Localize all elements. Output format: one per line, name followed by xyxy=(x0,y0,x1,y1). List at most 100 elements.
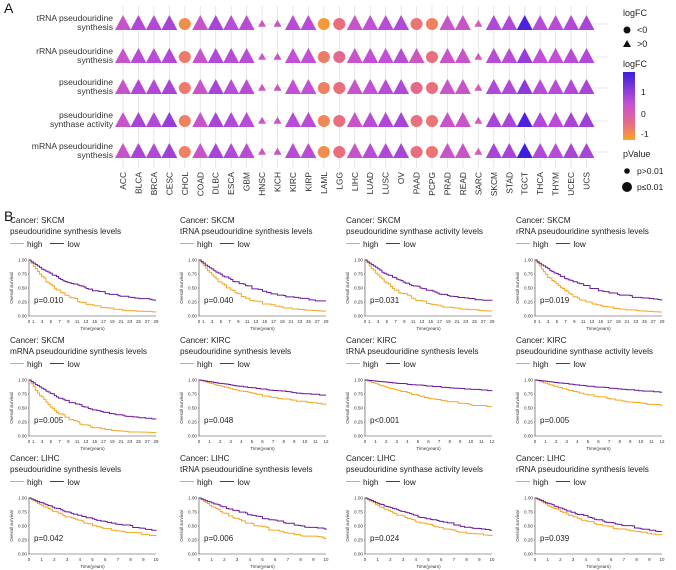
bubble-triangle xyxy=(346,79,363,94)
legend-high-label: high xyxy=(27,240,43,249)
bubble-triangle xyxy=(439,143,456,158)
km-xtick: 11 xyxy=(479,439,484,444)
bubble-triangle xyxy=(454,143,471,158)
km-legend: high low xyxy=(346,240,424,249)
legend-high-label: high xyxy=(533,240,549,249)
colorbar-tick-label: 1 xyxy=(641,87,646,97)
km-legend: high low xyxy=(10,478,88,487)
km-xtick: 9 xyxy=(67,439,70,444)
bubble-triangle xyxy=(284,48,301,63)
legend-colorbar xyxy=(623,72,635,140)
km-xtick: 0 xyxy=(364,557,367,562)
bubble-triangle xyxy=(258,116,267,124)
legend-circle-glyph xyxy=(623,26,631,34)
legend-low-swatch xyxy=(220,242,235,245)
km-xtick: 2 xyxy=(219,439,222,444)
km-xlabel: Time(years) xyxy=(586,446,611,451)
km-xtick: 25 xyxy=(136,439,141,444)
legend-size-item: p≤0.01 xyxy=(637,182,663,192)
legend-low-swatch xyxy=(556,480,571,483)
km-panel: Cancer: KIRC pseudouridine synthesis leve… xyxy=(176,336,336,456)
km-xtick: 1 xyxy=(538,319,541,324)
km-xtick: 15 xyxy=(598,319,603,324)
bubble-triangle xyxy=(501,15,518,30)
km-curve-low xyxy=(29,497,157,531)
bubble-marks xyxy=(115,15,595,158)
bubble-triangle xyxy=(501,48,518,63)
legend-high-swatch xyxy=(346,242,360,245)
km-ytick: 0.75 xyxy=(524,272,533,277)
km-xlabel: Time(years) xyxy=(586,326,611,331)
km-curve-low xyxy=(199,379,326,396)
legend-low-swatch xyxy=(50,480,65,483)
km-xtick: 8 xyxy=(129,557,132,562)
km-xtick: 2 xyxy=(389,557,392,562)
km-curve-high xyxy=(365,497,493,537)
km-cancer-title: Cancer: SKCM xyxy=(10,216,65,225)
km-xtick: 13 xyxy=(253,319,258,324)
km-ytick: 0.00 xyxy=(524,552,533,557)
bubble-triangle xyxy=(485,79,502,94)
legend-size-large xyxy=(622,182,632,192)
km-xtick: 7 xyxy=(564,319,567,324)
bubble-circle xyxy=(333,51,346,63)
column-label: KICH xyxy=(273,172,283,192)
km-xtick: 4 xyxy=(585,557,588,562)
km-xtick: 15 xyxy=(92,439,97,444)
km-xtick: 0 xyxy=(364,319,367,324)
km-xtick: 12 xyxy=(324,439,329,444)
row-label: synthesis xyxy=(77,22,113,32)
km-xtick: 1 xyxy=(546,557,549,562)
bubble-circle xyxy=(426,18,438,30)
km-ytick: 0.25 xyxy=(18,420,27,425)
bubble-triangle xyxy=(563,79,580,94)
km-signature-title: rRNA pseudouridine synthesis levels xyxy=(516,465,649,474)
bubble-triangle xyxy=(532,15,549,30)
legend-high-swatch xyxy=(180,480,194,483)
column-label: BLCA xyxy=(133,172,143,194)
column-label: HNSC xyxy=(257,172,267,196)
bubble-triangle xyxy=(115,143,131,158)
column-label: GBM xyxy=(242,172,252,191)
km-xtick: 9 xyxy=(293,439,296,444)
bubble-triangle xyxy=(454,48,471,63)
bubble-triangle xyxy=(130,112,147,127)
bubble-triangle xyxy=(130,79,147,94)
bubble-triangle xyxy=(192,79,209,94)
km-ytick: 1.00 xyxy=(18,258,27,263)
km-xtick: 25 xyxy=(136,319,141,324)
bubble-triangle xyxy=(578,79,595,94)
km-xtick: 5 xyxy=(50,439,53,444)
bubble-triangle xyxy=(161,79,178,94)
column-label: READ xyxy=(458,172,468,195)
km-ytick: 0.75 xyxy=(18,510,27,515)
bubble-triangle xyxy=(393,112,410,127)
km-ytick: 1.00 xyxy=(188,258,197,263)
legend-low-label: low xyxy=(403,478,416,487)
km-ylabel: Overall survival xyxy=(9,272,14,303)
km-ytick: 0.75 xyxy=(18,272,27,277)
bubble-triangle xyxy=(377,112,394,127)
km-cancer-title: Cancer: KIRC xyxy=(180,336,231,345)
km-legend: high low xyxy=(516,478,594,487)
km-xtick: 8 xyxy=(465,557,468,562)
km-ytick: 0.00 xyxy=(524,434,533,439)
km-cancer-title: Cancer: LIHC xyxy=(10,454,60,463)
bubble-triangle xyxy=(284,15,301,30)
km-curve-high xyxy=(29,379,157,434)
bubble-triangle xyxy=(223,48,240,63)
column-label: UCEC xyxy=(566,172,576,196)
km-plot: Overall survival 0.00 0.25 0.50 0.75 1.00 0 1 2 3… xyxy=(9,496,159,569)
km-xtick: 6 xyxy=(427,439,430,444)
km-curve-high xyxy=(29,497,157,536)
km-xtick: 8 xyxy=(448,439,451,444)
bubble-triangle xyxy=(284,112,301,127)
bubble-triangle xyxy=(130,48,147,63)
bubble-triangle xyxy=(300,79,317,94)
bubble-circle xyxy=(426,82,438,94)
km-xtick: 19 xyxy=(280,319,285,324)
km-ylabel: Overall survival xyxy=(515,272,520,303)
bubble-triangle xyxy=(273,147,282,155)
bubble-circle xyxy=(333,18,346,30)
bubble-legend: logFC <0 >0 logFC 1 0 -1 pValue p>0.01 p≤0.01 xyxy=(622,8,664,192)
